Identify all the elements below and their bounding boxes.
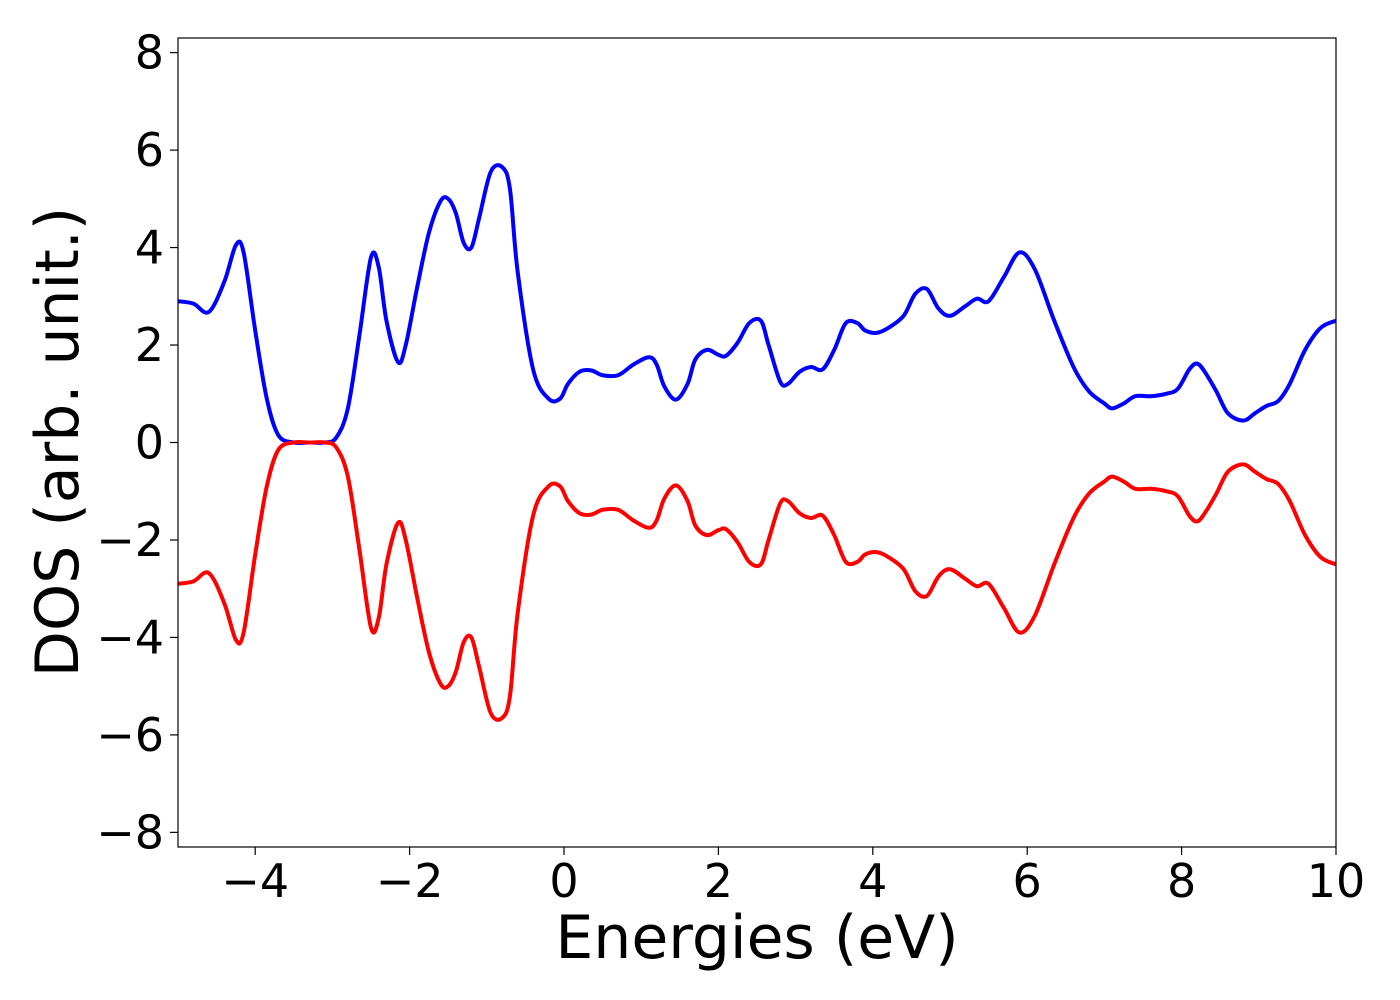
y-tick-label: −8 [96, 805, 164, 859]
y-tick-label: −2 [96, 513, 164, 567]
x-tick-label: 4 [858, 854, 887, 908]
x-tick-label: 0 [549, 854, 578, 908]
y-axis: −8 −6 −4 −2 0 2 4 6 8 [96, 26, 178, 859]
y-axis-label: DOS (arb. unit.) [23, 207, 93, 677]
plot-area-frame [177, 37, 1337, 848]
series-line-1 [178, 163, 1336, 446]
x-tick-label: −4 [221, 854, 289, 908]
y-tick-label: −6 [96, 708, 164, 762]
y-tick-label: 0 [135, 416, 164, 470]
series-layer [178, 163, 1336, 722]
x-tick-label: 10 [1307, 854, 1366, 908]
x-axis: −4 −2 0 2 4 6 8 10 [221, 847, 1365, 908]
x-tick-label: 8 [1167, 854, 1196, 908]
x-tick-label: −2 [376, 854, 444, 908]
y-tick-label: 2 [135, 318, 164, 372]
x-tick-label: 6 [1013, 854, 1042, 908]
y-tick-label: 4 [135, 221, 164, 275]
y-tick-label: −4 [96, 610, 164, 664]
x-tick-label: 2 [704, 854, 733, 908]
y-tick-label: 8 [135, 26, 164, 80]
y-tick-label: 6 [135, 123, 164, 177]
series-line-2 [178, 439, 1336, 722]
x-axis-label: Energies (eV) [555, 903, 958, 973]
